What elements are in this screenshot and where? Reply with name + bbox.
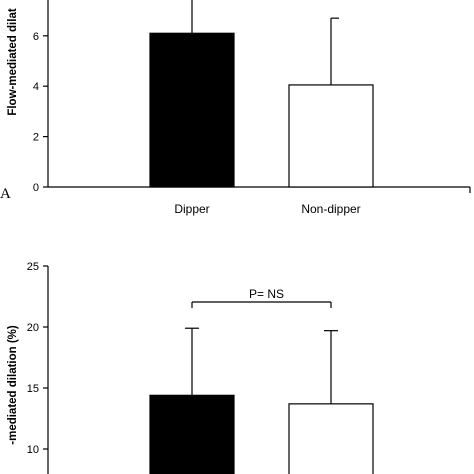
y-ticks: 0 2 4 6 (33, 31, 48, 194)
panel-label: A (0, 186, 11, 202)
bar-dipper (149, 394, 235, 474)
category-labels: Dipper Non-dipper (174, 202, 360, 216)
bars (149, 0, 374, 188)
y-tick-label: 4 (33, 81, 39, 93)
y-tick-label: 2 (33, 132, 39, 144)
category-label: Non-dipper (301, 202, 360, 216)
chart-panel-b: 10 15 20 25 P= NS -mediated dilation (%) (7, 261, 374, 474)
y-tick-label: 10 (27, 444, 39, 456)
significance-label: P= NS (249, 287, 284, 301)
category-label: Dipper (174, 202, 209, 216)
y-axis-label: Flow-mediated dilat (7, 8, 19, 116)
y-tick-label: 20 (27, 322, 39, 334)
y-tick-label: 0 (33, 182, 39, 194)
bar-non-dipper (288, 403, 374, 474)
y-tick-label: 25 (27, 261, 39, 273)
chart-panel-a: 0 2 4 6 Flow-mediated dilat A Dipper Non-dip… (0, 0, 471, 216)
bars (149, 327, 374, 474)
y-tick-label: 15 (27, 383, 39, 395)
y-tick-label: 6 (33, 31, 39, 43)
bar-non-dipper (288, 84, 374, 188)
bar-dipper (149, 32, 235, 188)
y-ticks: 10 15 20 25 (27, 261, 48, 456)
y-axis-label: -mediated dilation (%) (7, 325, 19, 445)
significance-bracket (191, 301, 332, 308)
